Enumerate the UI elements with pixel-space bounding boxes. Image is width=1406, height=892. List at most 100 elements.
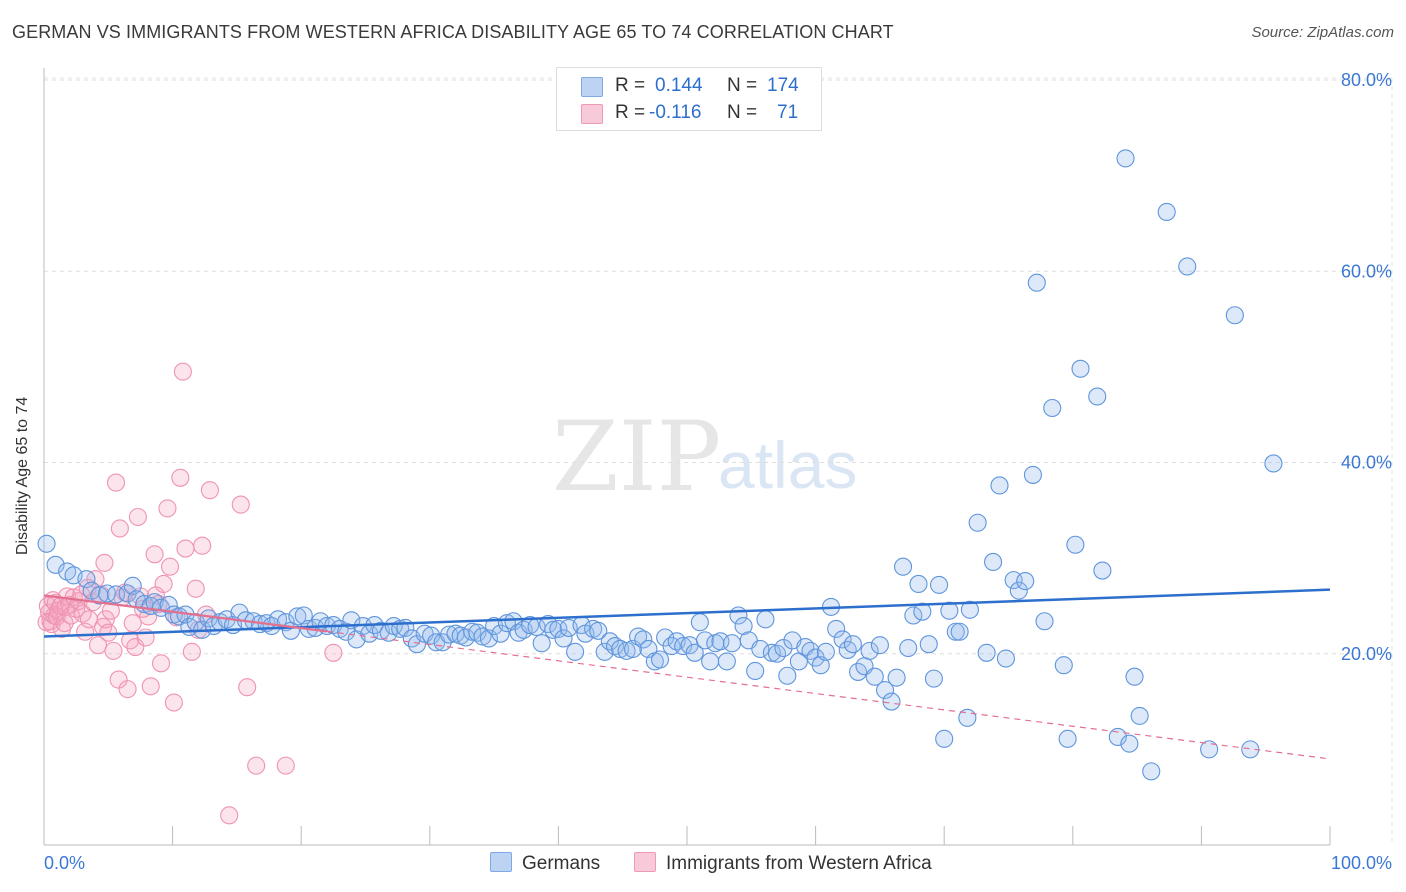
germans-point — [1054, 656, 1073, 675]
immigrants-point — [123, 614, 142, 633]
germans-point — [893, 557, 913, 576]
germans-point — [1125, 667, 1144, 686]
germans-point — [605, 637, 625, 656]
germans-point — [711, 632, 730, 651]
tick-labels: 20.0% 40.0% 60.0% 80.0% 0.0% 100.0% — [44, 70, 1392, 873]
germans-point — [521, 616, 540, 635]
immigrants-point — [182, 642, 201, 661]
germans-point — [984, 552, 1003, 572]
germans-point — [930, 575, 949, 594]
germans-point — [589, 621, 608, 640]
germans-r-value: 0.144 — [655, 75, 703, 96]
germans-point — [833, 630, 852, 649]
germans-point — [778, 666, 797, 685]
germans-point — [950, 622, 969, 641]
germans-trend-line — [43, 588, 1331, 638]
immigrants-point — [101, 601, 120, 620]
germans-point — [539, 615, 558, 634]
immigrants-point — [106, 473, 126, 492]
immigrants-point — [231, 495, 250, 514]
germans-point — [595, 642, 614, 661]
germans-point — [734, 616, 753, 636]
immigrants-point — [118, 680, 137, 699]
immigrants-point — [158, 499, 177, 518]
immigrants-point — [55, 614, 74, 633]
germans-point — [554, 629, 573, 648]
germans-point — [650, 650, 670, 669]
germans-point — [919, 635, 938, 654]
immigrants-point — [145, 545, 164, 564]
r-label: R = — [615, 75, 646, 96]
germans-point — [1116, 149, 1135, 168]
germans-point — [904, 606, 923, 625]
immigrants-swatch — [581, 104, 603, 124]
germans-point — [600, 632, 619, 651]
germans-point — [491, 624, 510, 643]
germans-point — [463, 622, 482, 641]
germans-point — [977, 643, 996, 662]
germans-point — [674, 637, 693, 656]
germans-point — [433, 633, 452, 652]
germans-point — [860, 641, 879, 660]
germans-point — [37, 534, 56, 553]
immigrants-point — [176, 539, 195, 558]
bottom-legend-immigrants: Immigrants from Western Africa — [634, 852, 932, 875]
germans-point — [1130, 706, 1149, 725]
germans-points — [37, 149, 1283, 781]
germans-point — [940, 601, 959, 620]
trend-lines — [43, 588, 1331, 760]
germans-n-value: 174 — [767, 75, 799, 96]
immigrants-point — [193, 536, 212, 555]
watermark-atlas: atlas — [718, 428, 857, 502]
immigrants-point — [164, 693, 183, 712]
immigrants-point — [141, 677, 160, 696]
immigrants-point — [171, 468, 190, 487]
immigrants-point — [151, 654, 171, 673]
germans-point — [46, 555, 65, 574]
germans-point — [843, 635, 862, 654]
germans-point — [1200, 740, 1219, 759]
germans-point — [909, 574, 928, 593]
immigrants-point — [173, 362, 192, 381]
germans-point — [899, 638, 918, 658]
germans-point — [1071, 359, 1090, 378]
immigrants-point — [247, 756, 266, 775]
germans-point — [924, 669, 943, 688]
germans-point — [617, 641, 636, 660]
immigrants-point — [186, 579, 205, 598]
legend: R = 0.144 N = 174 R = -0.116 N = 71 — [556, 67, 822, 131]
x-tick-label: 0.0% — [44, 853, 85, 873]
germans-point — [935, 729, 954, 748]
immigrants-point — [220, 806, 239, 825]
immigrants-trend-line-dashed — [326, 630, 1331, 760]
germans-point — [294, 606, 313, 625]
germans-point — [123, 576, 142, 595]
germans-point — [960, 600, 979, 619]
germans-point — [1225, 306, 1244, 325]
germans-point — [811, 656, 830, 675]
germans-point — [1035, 612, 1054, 631]
germans-point — [838, 640, 857, 659]
immigrants-point — [110, 519, 129, 538]
y-tick-label: 80.0% — [1341, 70, 1392, 90]
germans-point — [566, 642, 585, 661]
immigrants-legend-label: Immigrants from Western Africa — [666, 853, 932, 874]
immigrants-point — [154, 574, 173, 593]
germans-point — [887, 668, 906, 687]
germans-point — [882, 692, 901, 711]
germans-point — [827, 619, 846, 638]
germans-point — [77, 570, 96, 589]
germans-swatch — [490, 852, 512, 872]
germans-point — [473, 627, 492, 646]
germans-point — [1142, 762, 1161, 781]
immigrants-point — [128, 507, 147, 527]
germans-point — [946, 622, 965, 641]
germans-point — [1066, 535, 1085, 554]
germans-point — [690, 613, 709, 632]
chart-title: GERMAN VS IMMIGRANTS FROM WESTERN AFRICA… — [12, 22, 894, 42]
germans-point — [751, 639, 770, 659]
germans-point — [634, 630, 653, 649]
germans-point — [1023, 465, 1042, 484]
germans-point — [1009, 581, 1028, 600]
germans-point — [990, 476, 1009, 495]
